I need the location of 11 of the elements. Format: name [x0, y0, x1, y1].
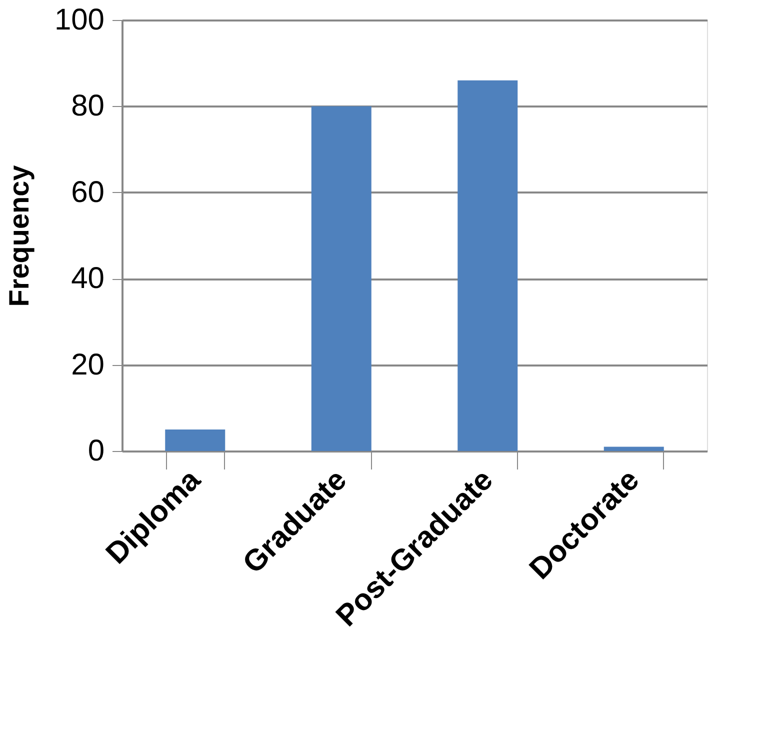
bar [165, 429, 226, 451]
y-tick-label: 20 [71, 348, 104, 382]
y-tick-label: 60 [71, 176, 104, 209]
y-tick-label: 0 [88, 434, 104, 468]
y-tick-label: 100 [54, 4, 104, 36]
y-tick-label: 80 [71, 90, 104, 123]
bar [604, 446, 664, 451]
bar [311, 106, 372, 451]
y-axis-title: Frequency [3, 164, 34, 307]
y-tick-label: 40 [71, 262, 104, 296]
bar [458, 80, 518, 451]
